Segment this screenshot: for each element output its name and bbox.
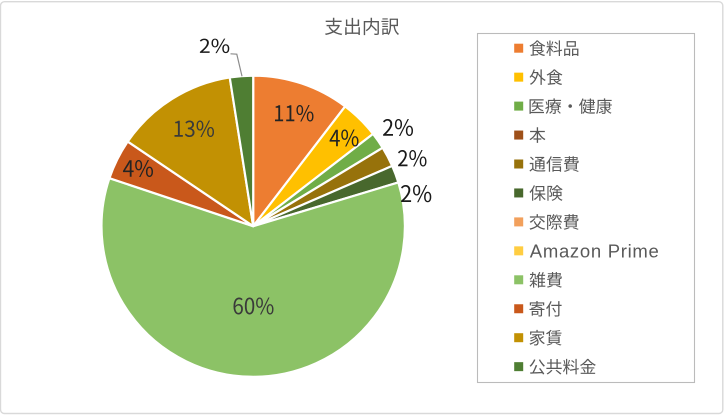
svg-text:Amazon Prime: Amazon Prime [530, 240, 660, 261]
